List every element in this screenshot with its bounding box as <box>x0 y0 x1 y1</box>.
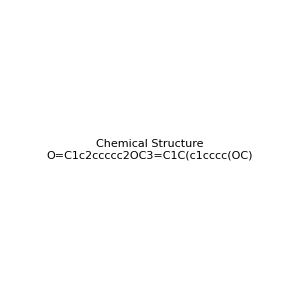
Text: Chemical Structure
O=C1c2ccccc2OC3=C1C(c1cccc(OC): Chemical Structure O=C1c2ccccc2OC3=C1C(c… <box>47 139 253 161</box>
